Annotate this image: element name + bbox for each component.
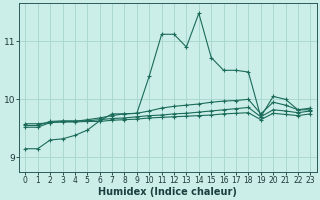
X-axis label: Humidex (Indice chaleur): Humidex (Indice chaleur) <box>98 187 237 197</box>
